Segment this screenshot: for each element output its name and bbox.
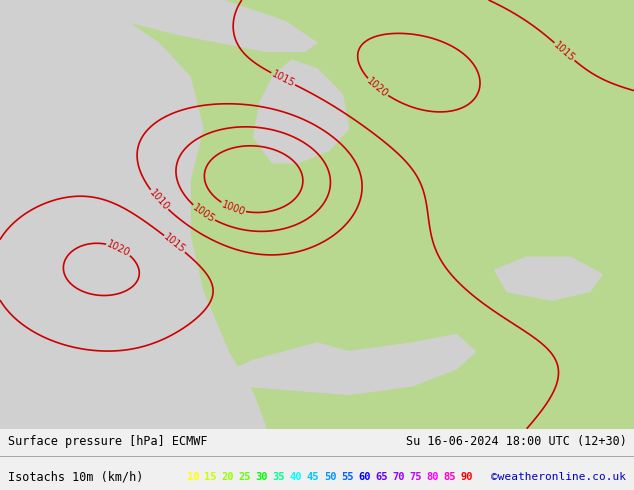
Text: 15: 15	[204, 471, 217, 482]
Polygon shape	[0, 0, 266, 429]
Text: 90: 90	[461, 471, 474, 482]
Text: 1015: 1015	[162, 232, 187, 255]
Text: 50: 50	[324, 471, 337, 482]
Text: 1020: 1020	[105, 239, 132, 258]
Text: 55: 55	[341, 471, 354, 482]
Text: 1010: 1010	[147, 188, 171, 212]
Text: 85: 85	[444, 471, 456, 482]
Polygon shape	[95, 0, 317, 51]
Text: 1000: 1000	[220, 199, 247, 217]
Polygon shape	[254, 60, 349, 163]
Text: 35: 35	[273, 471, 285, 482]
Text: 1015: 1015	[552, 40, 577, 64]
Polygon shape	[495, 257, 602, 300]
Text: 80: 80	[427, 471, 439, 482]
Text: Surface pressure [hPa] ECMWF: Surface pressure [hPa] ECMWF	[8, 435, 207, 447]
Text: 10: 10	[187, 471, 200, 482]
Text: 70: 70	[392, 471, 405, 482]
Text: 30: 30	[256, 471, 268, 482]
Text: 1005: 1005	[191, 202, 217, 224]
Text: 20: 20	[221, 471, 234, 482]
Text: 45: 45	[307, 471, 320, 482]
Text: 1020: 1020	[365, 76, 390, 99]
Polygon shape	[235, 334, 476, 394]
Polygon shape	[0, 0, 634, 429]
Text: 25: 25	[238, 471, 251, 482]
Text: Su 16-06-2024 18:00 UTC (12+30): Su 16-06-2024 18:00 UTC (12+30)	[406, 435, 626, 447]
Text: ©weatheronline.co.uk: ©weatheronline.co.uk	[491, 471, 626, 482]
Text: 65: 65	[375, 471, 388, 482]
Text: Isotachs 10m (km/h): Isotachs 10m (km/h)	[8, 470, 143, 483]
Text: 1015: 1015	[270, 69, 296, 89]
Text: 75: 75	[410, 471, 422, 482]
Text: 60: 60	[358, 471, 371, 482]
Text: 40: 40	[290, 471, 302, 482]
